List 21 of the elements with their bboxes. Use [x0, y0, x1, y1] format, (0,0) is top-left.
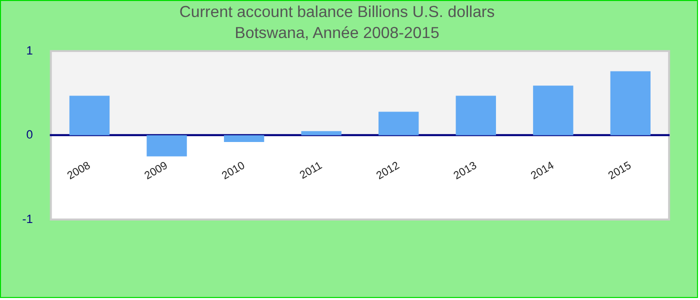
x-tick-label: 2009 — [142, 160, 170, 182]
y-tick-label: 0 — [26, 128, 34, 142]
bar — [610, 71, 651, 136]
x-tick-label: 2014 — [529, 160, 556, 182]
x-tick-label: 2011 — [298, 160, 324, 182]
x-tick-label: 2013 — [452, 160, 479, 182]
bar — [456, 96, 496, 136]
y-tick-label: 1 — [26, 43, 34, 58]
x-tick-label: 2008 — [65, 160, 93, 182]
bar — [533, 86, 574, 136]
x-tick-label: 2012 — [374, 160, 402, 182]
chart-title: Current account balance Billions U.S. dollars — [179, 4, 495, 21]
bar — [224, 135, 264, 142]
bar — [301, 131, 342, 136]
x-tick-label: 2015 — [606, 160, 634, 182]
x-tick-label: 2010 — [220, 160, 248, 182]
bar — [146, 135, 187, 156]
chart-subtitle: Botswana, Année 2008-2015 — [234, 24, 440, 42]
bar — [378, 112, 419, 136]
y-tick-label: -1 — [22, 212, 34, 226]
bar — [69, 96, 110, 136]
